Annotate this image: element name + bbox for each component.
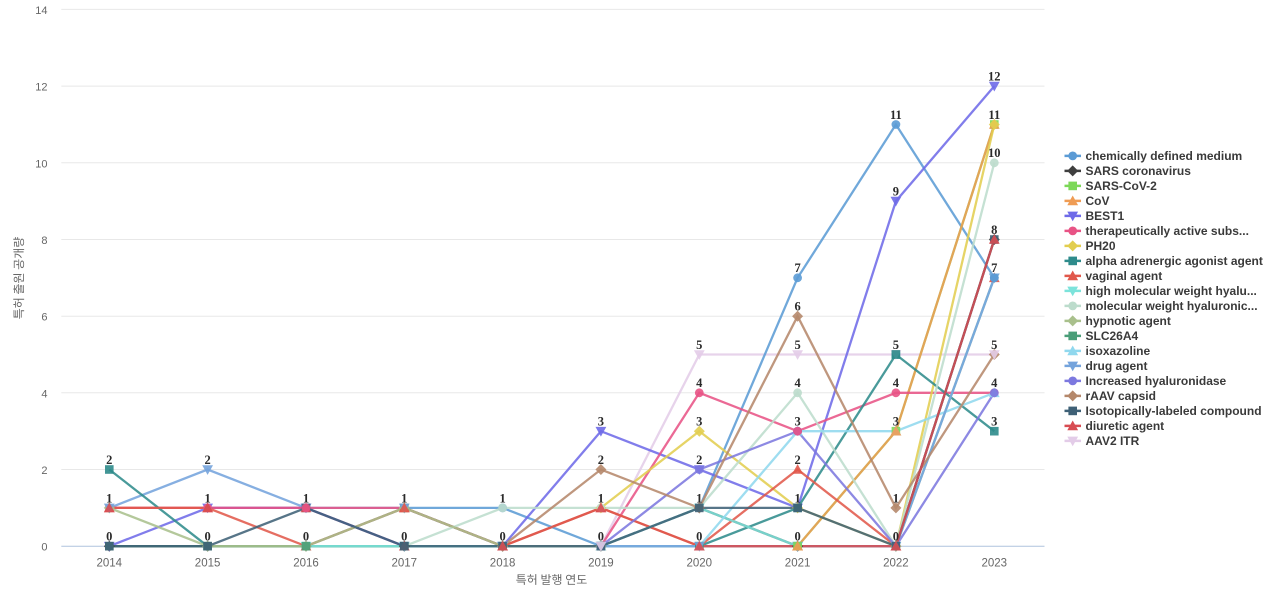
- svg-text:0: 0: [401, 530, 407, 544]
- svg-text:5: 5: [794, 338, 800, 352]
- svg-text:1: 1: [401, 491, 407, 505]
- svg-text:2021: 2021: [785, 558, 811, 570]
- svg-text:BEST1: BEST1: [1086, 209, 1125, 223]
- svg-text:5: 5: [893, 338, 899, 352]
- svg-text:0: 0: [106, 530, 112, 544]
- svg-text:4: 4: [991, 376, 998, 390]
- svg-text:0: 0: [794, 530, 800, 544]
- svg-text:11: 11: [988, 108, 1000, 122]
- svg-text:1: 1: [106, 491, 112, 505]
- svg-text:3: 3: [696, 415, 702, 429]
- svg-text:0: 0: [893, 530, 899, 544]
- svg-text:2018: 2018: [490, 558, 516, 570]
- svg-text:1: 1: [893, 491, 899, 505]
- svg-text:10: 10: [988, 146, 1001, 160]
- svg-text:SARS coronavirus: SARS coronavirus: [1086, 164, 1192, 178]
- svg-text:7: 7: [794, 261, 800, 275]
- svg-text:0: 0: [303, 530, 309, 544]
- svg-text:vaginal agent: vaginal agent: [1086, 269, 1163, 283]
- svg-text:Increased hyaluronidase: Increased hyaluronidase: [1086, 374, 1227, 388]
- svg-text:5: 5: [696, 338, 702, 352]
- svg-text:7: 7: [991, 261, 997, 275]
- svg-text:4: 4: [794, 376, 801, 390]
- svg-text:3: 3: [991, 415, 997, 429]
- svg-text:9: 9: [893, 185, 899, 199]
- svg-text:rAAV capsid: rAAV capsid: [1086, 389, 1156, 403]
- svg-text:14: 14: [35, 5, 47, 17]
- svg-text:1: 1: [499, 491, 505, 505]
- svg-text:2: 2: [106, 453, 112, 467]
- svg-text:0: 0: [204, 530, 210, 544]
- svg-text:chemically defined medium: chemically defined medium: [1086, 149, 1243, 163]
- svg-text:therapeutically active subs...: therapeutically active subs...: [1086, 224, 1249, 238]
- svg-text:2017: 2017: [392, 558, 418, 570]
- svg-text:4: 4: [893, 376, 900, 390]
- svg-text:SARS-CoV-2: SARS-CoV-2: [1086, 179, 1158, 193]
- svg-text:2022: 2022: [883, 558, 909, 570]
- svg-text:drug agent: drug agent: [1086, 359, 1148, 373]
- svg-text:12: 12: [35, 82, 47, 94]
- svg-text:PH20: PH20: [1086, 239, 1116, 253]
- svg-text:2: 2: [794, 453, 800, 467]
- svg-text:2015: 2015: [195, 558, 221, 570]
- svg-text:6: 6: [41, 312, 47, 324]
- svg-text:Isotopically-labeled compound: Isotopically-labeled compound: [1086, 404, 1262, 418]
- svg-text:6: 6: [794, 300, 800, 314]
- svg-text:high molecular weight hyalu...: high molecular weight hyalu...: [1086, 284, 1257, 298]
- svg-text:0: 0: [598, 530, 604, 544]
- svg-text:alpha adrenergic agonist agent: alpha adrenergic agonist agent: [1086, 254, 1263, 268]
- svg-text:isoxazoline: isoxazoline: [1086, 344, 1151, 358]
- svg-text:3: 3: [893, 415, 899, 429]
- svg-text:2020: 2020: [687, 558, 713, 570]
- svg-text:2: 2: [41, 465, 47, 477]
- svg-text:8: 8: [991, 223, 997, 237]
- svg-text:SLC26A4: SLC26A4: [1086, 329, 1139, 343]
- svg-text:11: 11: [890, 108, 902, 122]
- svg-text:2: 2: [204, 453, 210, 467]
- svg-text:2016: 2016: [293, 558, 319, 570]
- svg-text:1: 1: [598, 491, 604, 505]
- svg-text:1: 1: [303, 491, 309, 505]
- svg-text:4: 4: [696, 376, 703, 390]
- svg-text:hypnotic agent: hypnotic agent: [1086, 314, 1171, 328]
- svg-text:2014: 2014: [97, 558, 123, 570]
- svg-text:4: 4: [41, 388, 47, 400]
- svg-text:2023: 2023: [982, 558, 1008, 570]
- svg-text:0: 0: [499, 530, 505, 544]
- svg-text:5: 5: [991, 338, 997, 352]
- svg-text:10: 10: [35, 158, 47, 170]
- svg-text:diuretic agent: diuretic agent: [1086, 419, 1165, 433]
- svg-text:3: 3: [794, 415, 800, 429]
- svg-text:1: 1: [794, 491, 800, 505]
- svg-text:1: 1: [204, 491, 210, 505]
- svg-text:CoV: CoV: [1086, 194, 1110, 208]
- svg-text:AAV2 ITR: AAV2 ITR: [1086, 434, 1140, 448]
- svg-text:2: 2: [696, 453, 702, 467]
- svg-text:molecular weight hyaluronic...: molecular weight hyaluronic...: [1086, 299, 1258, 313]
- svg-text:0: 0: [41, 542, 47, 554]
- svg-text:8: 8: [41, 235, 47, 247]
- svg-text:1: 1: [696, 491, 702, 505]
- svg-text:2019: 2019: [588, 558, 614, 570]
- svg-text:2: 2: [598, 453, 604, 467]
- svg-text:12: 12: [988, 70, 1001, 84]
- svg-text:3: 3: [598, 415, 604, 429]
- svg-text:0: 0: [696, 530, 702, 544]
